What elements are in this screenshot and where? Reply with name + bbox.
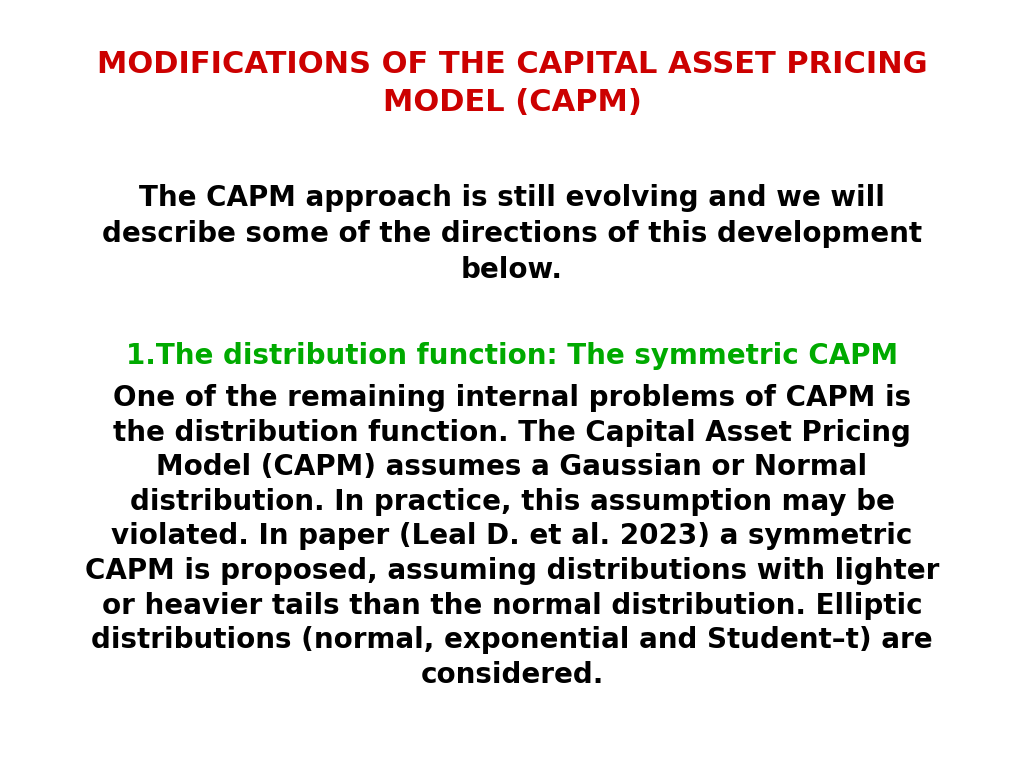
Text: One of the remaining internal problems of CAPM is
the distribution function. The: One of the remaining internal problems o… — [85, 384, 939, 689]
Text: MODIFICATIONS OF THE CAPITAL ASSET PRICING
MODEL (CAPM): MODIFICATIONS OF THE CAPITAL ASSET PRICI… — [96, 50, 928, 117]
Text: 1.The distribution function: The symmetric CAPM: 1.The distribution function: The symmetr… — [126, 342, 898, 369]
Text: The CAPM approach is still evolving and we will
describe some of the directions : The CAPM approach is still evolving and … — [102, 184, 922, 283]
